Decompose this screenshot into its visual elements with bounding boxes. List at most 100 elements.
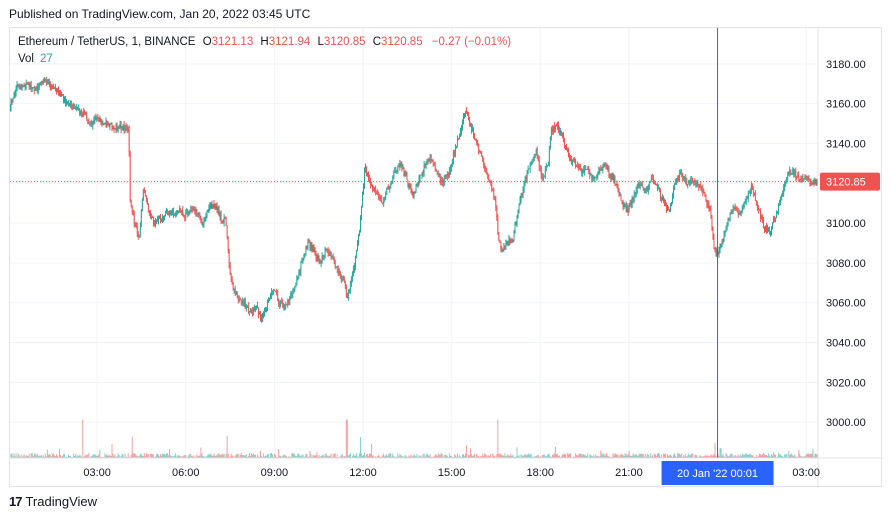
candle-up — [619, 194, 621, 196]
volume-bar — [145, 453, 147, 458]
volume-bar — [122, 454, 124, 458]
footer-brand[interactable]: 17 TradingView — [9, 494, 97, 509]
candle-down — [214, 204, 216, 208]
volume-bar — [345, 419, 347, 458]
candle-up — [520, 194, 522, 200]
volume-bar — [654, 453, 656, 458]
candle-down — [229, 265, 231, 275]
candle-up — [775, 217, 776, 220]
candle-up — [506, 241, 508, 244]
candle-up — [452, 153, 454, 163]
volume-bar — [461, 454, 463, 458]
candle-up — [778, 203, 780, 212]
volume-bar — [250, 453, 252, 458]
volume-bar — [630, 455, 632, 458]
volume-bar — [492, 453, 494, 458]
volume-bar — [490, 454, 492, 458]
candle-down — [454, 153, 455, 155]
volume-bar — [468, 454, 470, 458]
volume-bar — [20, 454, 22, 458]
candle-up — [92, 122, 94, 126]
candle-down — [306, 247, 308, 249]
volume-bar — [340, 455, 342, 458]
candle-down — [153, 217, 154, 224]
volume-bar — [212, 455, 214, 458]
candle-up — [725, 226, 727, 232]
candle-up — [699, 186, 701, 188]
candle-up — [273, 289, 275, 291]
volume-bar — [583, 453, 585, 458]
candle-down — [45, 79, 47, 84]
volume-bar — [625, 453, 627, 458]
candle-down — [339, 271, 341, 276]
volume-bar — [558, 455, 560, 458]
candle-up — [10, 100, 12, 108]
volume-bar — [733, 455, 735, 458]
volume-bar — [419, 456, 421, 458]
legend-high-value: 3121.94 — [268, 36, 311, 48]
volume-bar — [284, 455, 286, 458]
candle-up — [413, 192, 415, 196]
volume-bar — [426, 453, 428, 458]
volume-bar — [24, 456, 26, 458]
volume-bar — [176, 456, 178, 458]
candle-up — [592, 175, 594, 179]
candle-up — [179, 209, 181, 212]
candle-down — [669, 209, 670, 212]
volume-bar — [147, 454, 149, 458]
candle-down — [656, 184, 657, 186]
candle-up — [54, 87, 55, 89]
candle-down — [473, 128, 474, 135]
volume-bar — [644, 453, 646, 458]
candle-down — [231, 280, 233, 285]
candle-up — [206, 212, 208, 217]
volume-bar — [509, 455, 511, 458]
candle-down — [67, 101, 68, 104]
volume-bar — [745, 453, 747, 458]
volume-bar — [90, 456, 92, 458]
volume-bar — [615, 454, 617, 458]
candle-down — [769, 227, 770, 234]
candle-up — [720, 243, 722, 249]
volume-bar — [382, 455, 384, 458]
candle-down — [722, 241, 724, 243]
volume-bar — [214, 455, 216, 458]
volume-bar — [780, 454, 782, 458]
volume-bar — [164, 454, 166, 458]
candle-down — [50, 85, 51, 89]
volume-bar — [713, 453, 715, 458]
volume-bar — [792, 455, 794, 458]
volume-bar — [139, 454, 141, 458]
candle-down — [227, 238, 229, 250]
candle-down — [447, 173, 449, 177]
volume-bar — [58, 448, 60, 458]
candle-down — [422, 172, 424, 174]
candle-up — [779, 203, 781, 204]
volume-bar — [112, 453, 114, 458]
candle-up — [305, 247, 307, 254]
volume-bar — [47, 454, 49, 458]
candle-up — [716, 252, 718, 256]
candle-down — [258, 308, 259, 315]
candlestick-chart[interactable]: 3000.003020.003040.003060.003080.003100.… — [10, 28, 883, 488]
volume-bar — [725, 452, 727, 458]
volume-bar — [635, 454, 637, 458]
candle-down — [806, 177, 808, 179]
candle-up — [523, 183, 525, 190]
volume-bar — [711, 454, 713, 458]
volume-bar — [324, 454, 326, 458]
candle-down — [809, 178, 811, 183]
candle-down — [211, 204, 213, 205]
volume-bar — [97, 455, 99, 458]
volume-bar — [749, 453, 751, 458]
candle-up — [70, 104, 71, 107]
legend-low-value: 3120.85 — [323, 36, 366, 48]
candle-up — [310, 245, 312, 248]
candle-up — [61, 94, 62, 96]
volume-bar — [706, 456, 708, 458]
candle-up — [535, 149, 537, 155]
volume-bar — [499, 453, 501, 458]
volume-bar — [210, 453, 212, 458]
candle-down — [379, 196, 381, 198]
chart-frame[interactable]: 3000.00 3020.00 3040.00 3060.00 3080.00 3100.… — [9, 27, 883, 488]
